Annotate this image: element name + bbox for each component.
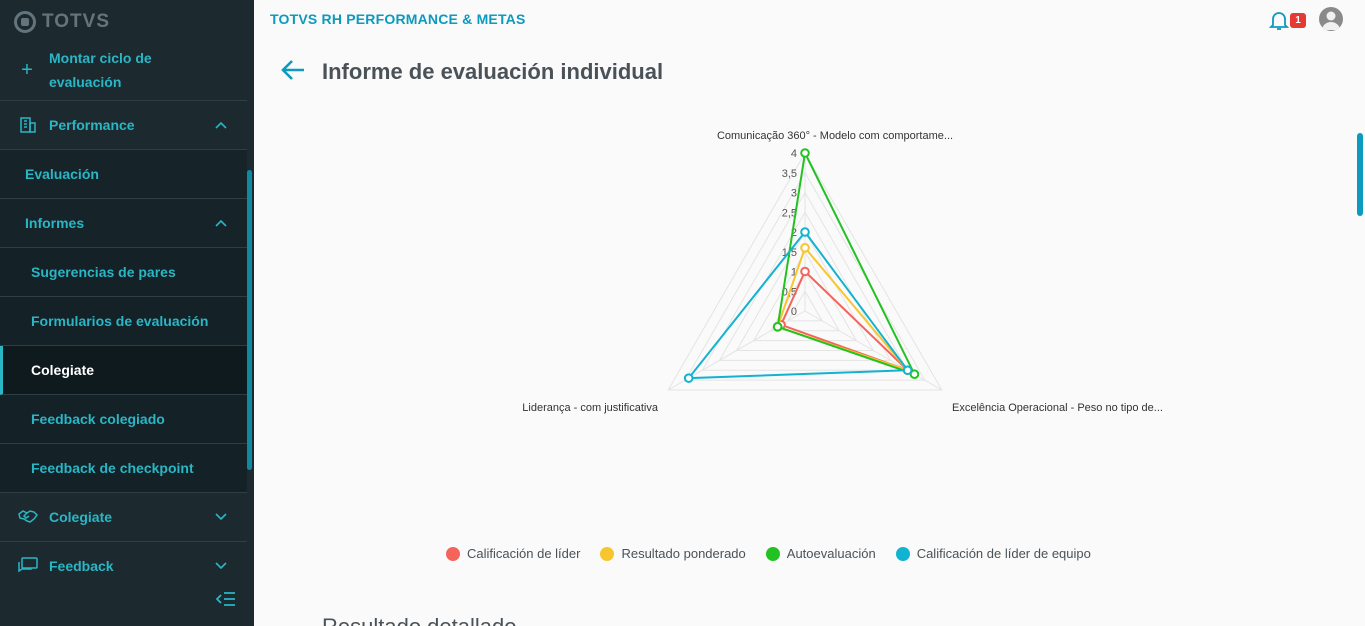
app-title: TOTVS RH PERFORMANCE & METAS [270, 11, 526, 27]
legend-label: Calificación de líder de equipo [916, 546, 1091, 561]
radar-axis-label: Excelência Operacional - Peso no tipo de… [952, 402, 1163, 414]
bell-icon[interactable] [1268, 9, 1290, 31]
radar-data-point [909, 369, 920, 379]
radar-data-point [902, 365, 913, 376]
radar-axis-label: Liderança - com justificativa [522, 402, 659, 414]
radar-series-line [686, 230, 910, 380]
chevron-up-icon [215, 118, 229, 132]
building-icon [17, 114, 39, 136]
back-arrow-icon[interactable] [280, 58, 306, 82]
radar-tick-label: 3,5 [782, 168, 797, 180]
chart-legend: Calificación de líder Resultado ponderado… [446, 546, 1111, 561]
legend-label: Calificación de líder [467, 546, 581, 561]
radar-data-point [800, 243, 810, 253]
legend-item[interactable]: Autoevaluación [765, 546, 876, 561]
handshake-icon [17, 506, 39, 528]
chevron-down-icon [215, 510, 229, 524]
legend-dot-icon [600, 546, 615, 561]
radar-grid-ring [667, 151, 943, 391]
avatar[interactable] [1319, 7, 1343, 31]
sidebar-item-formularios-de-evaluacion[interactable]: Formularios de evaluación [0, 297, 247, 346]
radar-tick-label: 2 [791, 227, 797, 239]
radar-series-line [779, 269, 909, 372]
sidebar-item-label: Feedback [49, 558, 114, 574]
main-scrollbar[interactable] [1357, 133, 1363, 216]
plus-icon: + [21, 59, 33, 81]
radar-grid-ring [787, 290, 823, 322]
radar-data-point [683, 373, 694, 383]
radar-tick-label: 4 [791, 148, 797, 160]
radar-grid-ring [684, 171, 926, 381]
legend-dot-icon [895, 546, 910, 561]
sidebar-item-label: Informes [25, 215, 85, 231]
radar-data-point [800, 227, 810, 237]
sidebar-item-feedback-de-checkpoint[interactable]: Feedback de checkpoint [0, 444, 247, 493]
sidebar-item-informes[interactable]: Informes [0, 199, 247, 248]
legend-item[interactable]: Calificación de líder [446, 546, 580, 561]
sidebar-item-label: Performance [49, 117, 135, 133]
radar-tick-label: 3 [791, 188, 797, 200]
sidebar-item-colegiate-active[interactable]: Colegiate [0, 346, 247, 395]
notification-badge: 1 [1290, 13, 1306, 28]
sidebar-item-label: Colegiate [31, 362, 95, 378]
radar-tick-label: 1 [791, 267, 797, 279]
chevron-up-icon [215, 216, 229, 230]
legend-label: Autoevaluación [786, 546, 876, 561]
radar-tick-label: 2,5 [782, 207, 797, 219]
chat-icon [17, 555, 39, 577]
radar-grid-ring [769, 270, 841, 332]
sidebar: TOTVS + Montar ciclo de evaluación Perfo… [0, 0, 254, 626]
sidebar-item-performance[interactable]: Performance [0, 101, 247, 150]
sidebar-scrollbar[interactable] [247, 170, 252, 470]
sidebar-item-colegiate[interactable]: Colegiate [0, 493, 247, 542]
legend-dot-icon [765, 546, 780, 561]
legend-item[interactable]: Resultado ponderado [600, 546, 746, 561]
radar-grid-ring [735, 231, 875, 351]
section-heading-next: Resultado detallado [322, 614, 516, 626]
sidebar-item-label: Feedback colegiado [31, 411, 165, 427]
sidebar-item-label: Formularios de evaluación [31, 313, 209, 329]
sidebar-item-montar-ciclo[interactable]: + Montar ciclo de evaluación [0, 40, 247, 101]
radar-tick-label: 0 [791, 306, 797, 318]
radar-series-line [776, 149, 917, 376]
radar-axis-label: Comunicação 360° - Modelo com comportame… [717, 130, 953, 142]
legend-label: Resultado ponderado [621, 546, 746, 561]
radar-data-point [772, 322, 783, 332]
sidebar-item-sugerencias-de-pares[interactable]: Sugerencias de pares [0, 248, 247, 297]
collapse-menu-icon[interactable] [215, 591, 236, 609]
radar-axis-line [804, 310, 943, 391]
sidebar-item-label: Evaluación [25, 166, 99, 182]
sidebar-footer [0, 576, 254, 626]
totvs-logo: TOTVS [14, 11, 110, 33]
legend-item[interactable]: Calificación de líder de equipo [895, 546, 1091, 561]
page-title: Informe de evaluación individual [322, 59, 664, 84]
radar-data-point [800, 266, 810, 277]
chevron-down-icon [215, 559, 229, 573]
radar-data-point [800, 148, 810, 158]
legend-dot-icon [446, 546, 460, 561]
sidebar-item-label: Montar ciclo de evaluación [49, 50, 152, 90]
totvs-logo-icon [14, 11, 36, 33]
radar-grid-ring [701, 191, 909, 371]
sidebar-item-label: Feedback de checkpoint [31, 460, 194, 476]
sidebar-item-feedback-colegiado[interactable]: Feedback colegiado [0, 395, 247, 444]
sidebar-item-label: Colegiate [49, 509, 113, 525]
sidebar-item-evaluacion[interactable]: Evaluación [0, 150, 247, 199]
logo-text: TOTVS [42, 11, 110, 32]
sidebar-item-label: Sugerencias de pares [31, 264, 176, 280]
